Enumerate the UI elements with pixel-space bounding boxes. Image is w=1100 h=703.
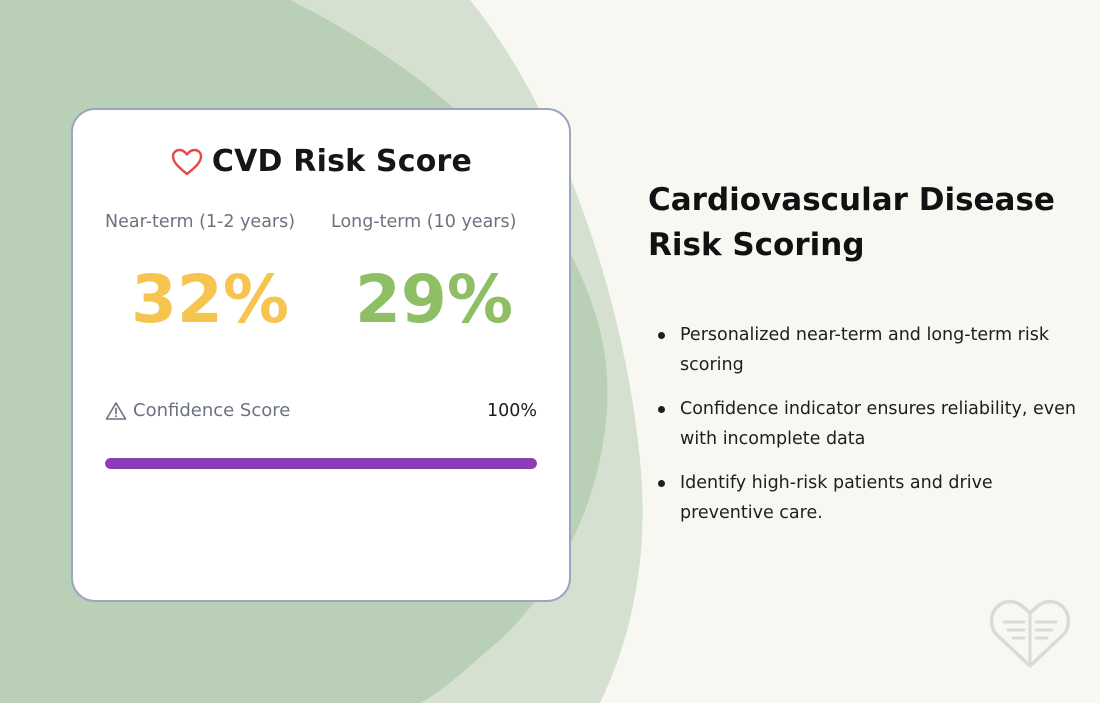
confidence-label: Confidence Score — [133, 400, 291, 421]
near-term-label: Near-term (1-2 years) — [105, 212, 296, 232]
confidence-value: 100% — [486, 400, 537, 421]
confidence-label-group: Confidence Score — [105, 400, 290, 421]
feature-item: Personalized near-term and long-term ris… — [658, 320, 1078, 380]
confidence-row: Confidence Score 100% — [105, 400, 537, 421]
card-title: CVD Risk Score — [73, 144, 569, 179]
warning-triangle-icon — [105, 401, 127, 420]
feature-item: Confidence indicator ensures reliability… — [658, 394, 1078, 454]
heart-outline-icon — [171, 148, 203, 175]
bullet-dot — [658, 480, 665, 487]
feature-item: Identify high-risk patients and drive pr… — [658, 468, 1078, 528]
near-term-value: 32% — [131, 261, 289, 338]
feature-text: Identify high-risk patients and drive pr… — [680, 473, 993, 523]
cvd-risk-card: CVD Risk Score Near-term (1-2 years) Lon… — [71, 108, 571, 602]
section-heading: Cardiovascular Disease Risk Scoring — [648, 182, 1055, 263]
heart-document-logo-icon — [989, 599, 1071, 668]
bullet-dot — [658, 406, 665, 413]
feature-text: Personalized near-term and long-term ris… — [680, 325, 1049, 375]
feature-text: Confidence indicator ensures reliability… — [680, 399, 1076, 449]
long-term-label: Long-term (10 years) — [331, 212, 517, 232]
feature-list: Personalized near-term and long-term ris… — [658, 320, 1078, 542]
confidence-progress-fill — [105, 458, 537, 469]
card-title-text: CVD Risk Score — [211, 144, 473, 179]
long-term-value: 29% — [355, 261, 513, 338]
confidence-progress-bar — [105, 458, 537, 469]
bullet-dot — [658, 332, 665, 339]
